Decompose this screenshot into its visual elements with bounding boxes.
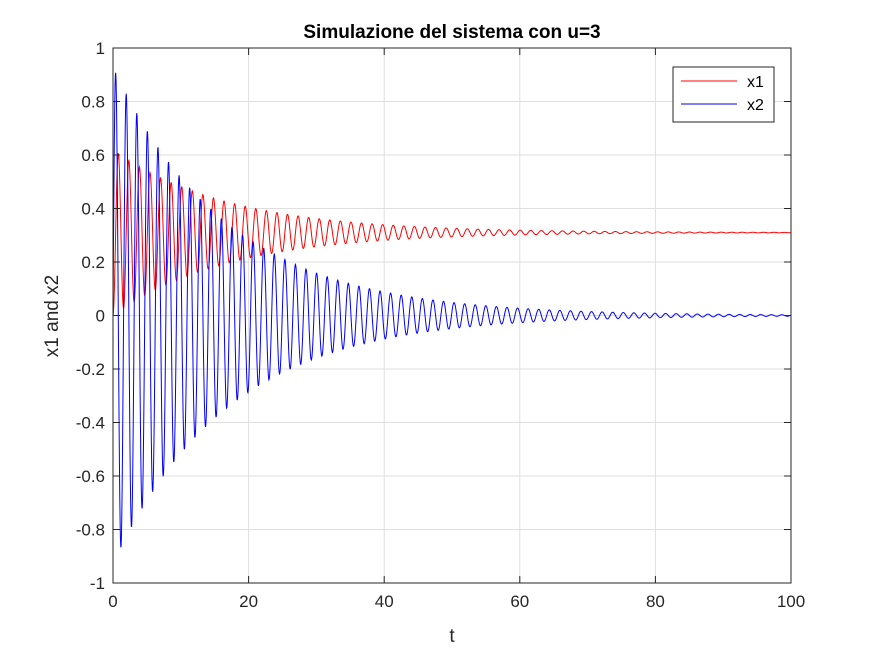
legend-box [672,66,775,123]
y-tick-label: -0.6 [76,467,105,486]
grid [112,47,792,584]
y-tick-label: -0.2 [76,360,105,379]
tick-labels: 0 20 40 60 80 100 -1 -0.8 -0.6 -0.4 -0.2 0 0.2 0.4 0.6… [76,39,805,611]
x-tick-label: 60 [510,592,529,611]
y-tick-label: -0.4 [76,414,105,433]
y-tick-label: 0 [96,307,105,326]
y-tick-label: 0.2 [81,253,105,272]
x-tick-label: 100 [777,592,805,611]
x-tick-label: 80 [646,592,665,611]
series-layer [112,72,792,548]
x-axis-title: t [449,626,455,647]
y-axis-title: x1 and x2 [42,275,63,357]
y-tick-label: 0.6 [81,146,105,165]
y-tick-label: -0.8 [76,521,105,540]
legend-label-x2: x2 [747,97,764,114]
chart-title: Simulazione del sistema con u=3 [303,22,600,43]
legend-label-x1: x1 [747,74,764,91]
x-tick-label: 0 [108,592,117,611]
y-tick-label: 0.8 [81,93,105,112]
y-tick-label: -1 [90,574,105,593]
y-tick-label: 0.4 [81,200,105,219]
x-tick-label: 20 [239,592,258,611]
series-x1-line [112,153,792,316]
x-tick-label: 40 [375,592,394,611]
ticks [112,47,792,584]
y-tick-label: 1 [96,39,105,58]
series-x2-line [112,72,792,548]
legend: x1 x2 [672,66,775,123]
